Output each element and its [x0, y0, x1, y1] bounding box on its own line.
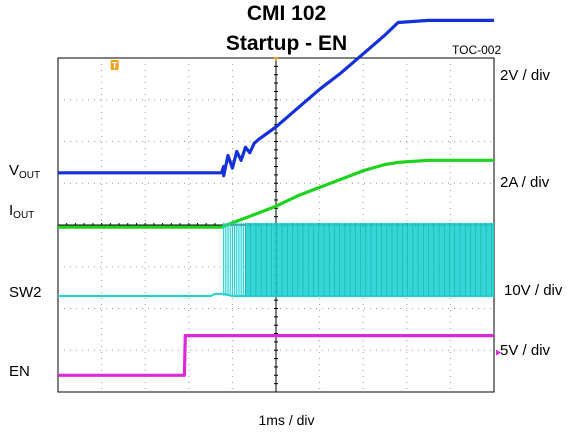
- en-channel-marker: [496, 349, 501, 356]
- trigger-marker-label: T: [112, 61, 118, 71]
- vout-scale: 2V / div: [500, 67, 551, 84]
- trigger-marker-icon: [110, 60, 119, 70]
- iout-trace: [58, 158, 494, 229]
- en-trace: [58, 334, 494, 377]
- figure-tag: TOC-002: [452, 43, 502, 57]
- trigger-position-icon: [273, 57, 279, 61]
- sw2-scale: 10V / div: [504, 282, 563, 299]
- chart-subtitle: Startup - EN: [225, 32, 348, 55]
- en-scale: 5V / div: [500, 342, 551, 359]
- iout-scale: 2A / div: [500, 174, 550, 191]
- en-label: EN: [9, 363, 30, 380]
- sw2-trace: [58, 292, 494, 297]
- chart-title: CMI 102: [246, 2, 327, 25]
- sw2-label: SW2: [9, 284, 42, 301]
- sw2-switching-band: [245, 222, 494, 296]
- vout-label: VOUT: [9, 162, 41, 181]
- timebase-label: 1ms / div: [258, 412, 315, 428]
- iout-label: IOUT: [9, 202, 35, 221]
- vout-trace: [58, 18, 494, 178]
